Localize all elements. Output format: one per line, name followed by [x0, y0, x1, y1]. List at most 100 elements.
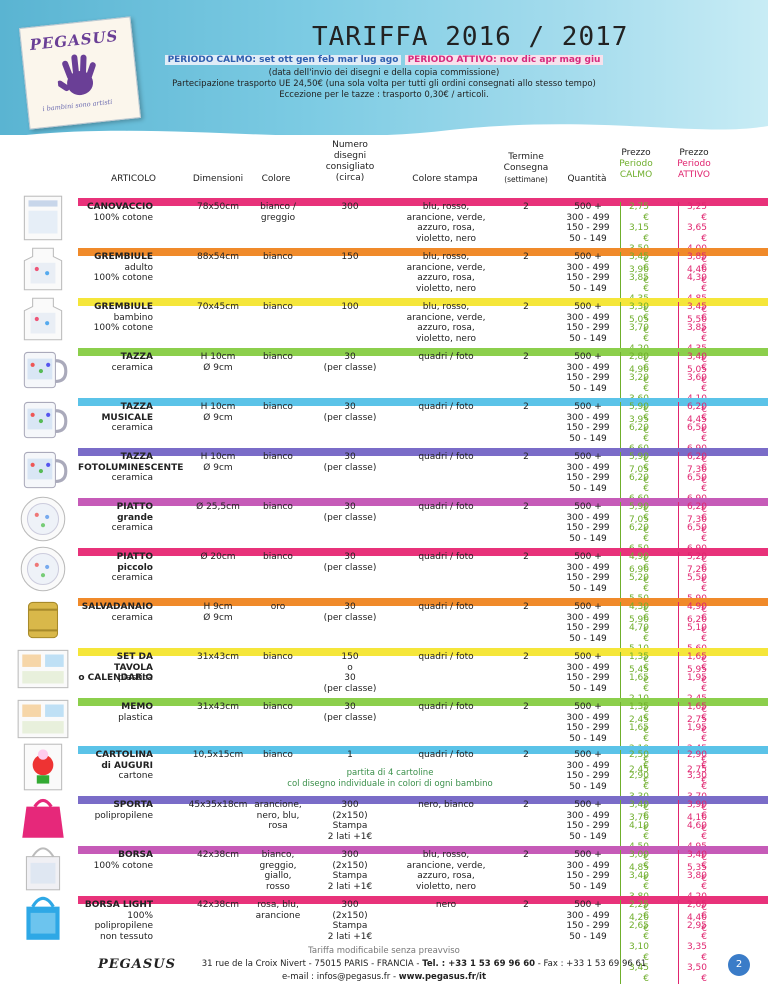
text-line: 5,20 €: [628, 573, 649, 594]
text-line: (per classe): [323, 412, 377, 423]
logo-tagline: i bambini sono artisti: [42, 97, 113, 114]
product-print-colour: blu, rosso, arancione, verde, azzuro, rosa…: [398, 202, 494, 244]
text-line: 3,50 €: [686, 963, 707, 984]
text-line: 150 - 299: [566, 821, 610, 831]
col-prezzo-line: Prezzo: [621, 148, 651, 158]
text-line: azzuro, rosa,: [417, 223, 475, 233]
text-line: GREMBIULE: [94, 302, 153, 312]
text-line: 5,90 €: [628, 402, 649, 423]
text-line: 3,20 €: [628, 373, 649, 394]
table-row: TAZZA FOTOLUMINESCENTE ceramica H 10cm Ø 9…: [0, 448, 768, 536]
text-line: bianco: [263, 750, 293, 760]
text-line: 5,20 €: [686, 552, 707, 573]
text-line: piccolo: [117, 562, 153, 573]
text-line: 300 - 499: [566, 910, 610, 921]
text-line: 30: [344, 452, 356, 462]
text-line: (per classe): [323, 562, 377, 573]
text-line: 3,40 €: [628, 871, 649, 892]
product-name: PIATTO piccolo: [78, 552, 153, 573]
product-image-icon: [20, 496, 66, 542]
text-line: 2,90 €: [628, 771, 649, 792]
text-line: 150 - 299: [566, 771, 610, 781]
text-line: nero, bianco: [418, 800, 474, 810]
product-name: GREMBIULE: [78, 252, 153, 263]
text-line: nero, blu,: [256, 810, 300, 821]
text-line: MEMO: [121, 702, 153, 712]
col-prezzo-line: CALMO: [619, 170, 653, 180]
product-colour: bianco: [252, 352, 304, 363]
footer-fax: - Fax : +33 1 53 69 96 61: [537, 959, 647, 969]
product-print-colour: quadri / foto: [398, 652, 494, 663]
text-line: 300 - 499: [566, 462, 610, 473]
product-colour: arancione, nero, blu, rosa: [252, 800, 304, 832]
footer-web-link[interactable]: www.pegasus.fr/it: [398, 972, 487, 982]
delivery-weeks: 2: [523, 552, 529, 562]
product-name: BORSA: [78, 850, 153, 861]
text-line: 2,65 €: [628, 921, 649, 942]
product-drawings: 30 (per classe): [318, 352, 382, 373]
delivery-weeks: 2: [523, 652, 529, 662]
text-line: 88x54cm: [197, 252, 239, 262]
text-line: blu, rosso,: [422, 252, 470, 262]
col-dimensioni: Dimensioni: [192, 174, 244, 184]
text-line: arancione: [255, 910, 301, 921]
product-material: 100% polipropilene non tessuto: [78, 911, 153, 943]
text-line: GREMBIULE: [94, 252, 153, 262]
product-name: MEMO: [78, 702, 153, 713]
text-line: arancione, verde,: [406, 262, 486, 273]
text-line: 2,25 €: [628, 900, 649, 921]
text-line: 3,30 €: [686, 771, 707, 792]
product-colour: bianco: [252, 702, 304, 713]
product-print-colour: quadri / foto: [398, 402, 494, 413]
text-line: Ø 20cm: [200, 552, 236, 562]
text-line: 50 - 149: [569, 831, 607, 842]
product-name: SPORTA: [78, 800, 153, 811]
text-line: 50 - 149: [569, 333, 607, 344]
text-line: 1,35 €: [628, 702, 649, 723]
product-name: SALVADANAIO: [78, 602, 153, 613]
text-line: cartone: [118, 771, 153, 781]
text-line: adulto: [124, 262, 153, 273]
row-color-band: [78, 746, 768, 754]
text-line: bianco: [263, 652, 293, 662]
text-line: 500 +: [574, 850, 602, 860]
text-line: 500 +: [574, 900, 602, 910]
text-line: 500 +: [574, 302, 602, 312]
product-image-icon: [23, 351, 68, 389]
product-print-colour: quadri / foto: [398, 352, 494, 363]
product-image-icon: [23, 195, 63, 241]
product-drawings: 300 (2x150) Stampa 2 lati +1€: [318, 800, 382, 842]
footer-address: 31 rue de la Croix Nivert - 75015 PARIS …: [201, 959, 420, 969]
quantity-tiers: 500 +300 - 499 150 - 299 50 - 149: [560, 750, 616, 792]
text-line: blu, rosso,: [422, 202, 470, 212]
text-line: 31x43cm: [197, 702, 239, 712]
text-line: 50 - 149: [569, 633, 607, 644]
text-line: partita di 4 cartoline: [346, 768, 434, 778]
text-line: bianco /: [260, 202, 296, 212]
quantity-tiers: 500 +300 - 499 150 - 299 50 - 149: [560, 702, 616, 744]
col-termine: Termine Consegna (settimane): [496, 152, 556, 185]
text-line: 100% cotone: [93, 212, 153, 223]
text-line: 500 +: [574, 552, 602, 562]
text-line: ceramica: [111, 423, 153, 433]
text-line: 300 - 499: [566, 212, 610, 223]
row-color-band: [78, 648, 768, 656]
text-line: 500 +: [574, 800, 602, 810]
product-print-colour: nero, bianco: [398, 800, 494, 811]
col-prezzo-line: Periodo: [619, 159, 653, 169]
text-line: 300: [341, 850, 359, 860]
text-line: 3,70 €: [628, 813, 649, 834]
quantity-tiers: 500 +300 - 499 150 - 299 50 - 149: [560, 602, 616, 644]
product-image-icon: [23, 451, 68, 489]
header-note-1: (data dell'invio dei disegni e della cop…: [268, 68, 500, 78]
product-material: plastica: [78, 713, 153, 724]
text-line: rosa: [268, 821, 288, 831]
product-name: GREMBIULE: [78, 302, 153, 313]
text-line: SET DA TAVOLA: [114, 652, 153, 673]
product-name: BORSA LIGHT: [78, 900, 153, 911]
text-line: SALVADANAIO: [81, 602, 153, 612]
product-drawings: 30 (per classe): [318, 452, 382, 473]
text-line: 4,70 €: [628, 623, 649, 644]
text-line: 500 +: [574, 652, 602, 662]
col-prezzo-line: Prezzo: [679, 148, 709, 158]
